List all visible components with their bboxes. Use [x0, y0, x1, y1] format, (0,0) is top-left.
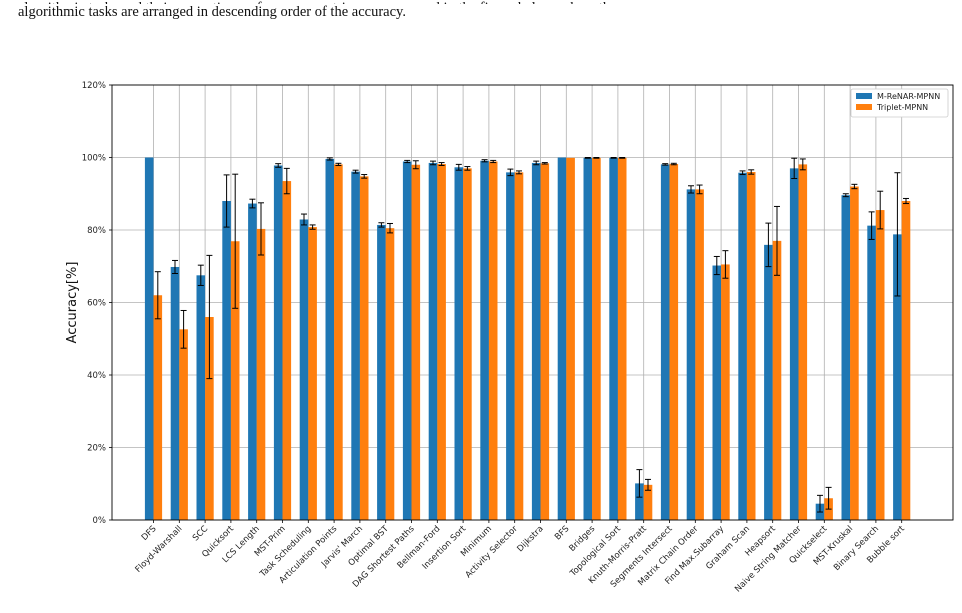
- bar: [557, 157, 567, 520]
- bar: [746, 172, 756, 520]
- bar: [428, 162, 438, 520]
- y-axis-label: Accuracy[%]: [65, 262, 80, 344]
- bar: [385, 228, 395, 520]
- bar: [772, 240, 782, 520]
- bar: [583, 157, 593, 521]
- bar: [273, 165, 283, 520]
- bar: [334, 164, 343, 520]
- bar: [402, 161, 412, 521]
- bar: [789, 168, 799, 520]
- bar: [514, 172, 524, 521]
- bar: [531, 162, 541, 520]
- bar: [686, 189, 696, 520]
- bar: [798, 164, 808, 520]
- bar: [617, 157, 627, 521]
- bar: [359, 176, 369, 520]
- bar: [540, 163, 550, 521]
- x-tick-label: BFS: [553, 524, 571, 542]
- bar: [454, 167, 464, 520]
- bar: [669, 164, 679, 520]
- y-tick-label: 60%: [87, 299, 106, 309]
- bar: [635, 483, 644, 520]
- x-tick-label: SCC: [191, 524, 210, 543]
- legend-label: Triplet-MPNN: [876, 103, 928, 112]
- bar: [875, 210, 885, 520]
- bar: [480, 160, 489, 520]
- bar: [256, 228, 266, 520]
- caption-line-2: algorithmic tasks are arranged in descen…: [18, 4, 406, 20]
- y-tick-label: 40%: [87, 371, 106, 381]
- bar: [867, 225, 876, 520]
- bar: [299, 219, 309, 521]
- bar: [248, 203, 257, 520]
- y-tick-label: 80%: [87, 226, 106, 236]
- y-tick-label: 0%: [93, 516, 107, 526]
- legend-box: [850, 88, 949, 118]
- bar: [437, 164, 446, 520]
- bar: [351, 171, 360, 520]
- bar: [325, 158, 335, 520]
- bar: [592, 157, 601, 521]
- bar: [643, 484, 653, 520]
- bar: [170, 266, 180, 520]
- bar: [893, 234, 902, 520]
- y-tick-label: 120%: [82, 81, 106, 91]
- bar: [609, 157, 618, 521]
- bar: [205, 317, 214, 520]
- bar: [506, 172, 515, 521]
- bar: [282, 181, 292, 520]
- bar: [377, 224, 386, 521]
- bar: [566, 157, 575, 521]
- legend-label: M-ReNAR-MPNN: [877, 92, 940, 101]
- bar: [764, 244, 773, 521]
- bar: [144, 157, 154, 520]
- bar: [901, 201, 911, 520]
- bar: [660, 164, 670, 520]
- bar: [179, 329, 188, 520]
- bar: [308, 227, 317, 520]
- bar: [463, 168, 472, 520]
- y-tick-label: 100%: [82, 154, 106, 164]
- caption-line-1: algorithmic tasks and their respective p…: [18, 0, 948, 4]
- legend-swatch: [856, 93, 872, 99]
- x-tick-label: Floyd-Warshall: [134, 524, 185, 575]
- bar: [721, 264, 730, 520]
- x-tick-label: Dijkstra: [515, 524, 545, 554]
- legend-swatch: [856, 104, 872, 110]
- x-tick-label: DFS: [140, 524, 159, 543]
- bar: [153, 295, 163, 520]
- bar: [488, 161, 498, 521]
- bar: [230, 241, 240, 521]
- bar: [850, 186, 859, 520]
- plot-frame: [111, 84, 954, 521]
- bar: [841, 195, 851, 520]
- bar: [411, 164, 421, 520]
- bar: [196, 275, 206, 520]
- bar: [738, 172, 747, 520]
- bar: [712, 265, 722, 520]
- bar: [695, 189, 704, 520]
- y-tick-label: 20%: [87, 444, 106, 454]
- bar: [222, 201, 231, 520]
- figure-caption: algorithmic tasks and their respective p…: [18, 0, 948, 20]
